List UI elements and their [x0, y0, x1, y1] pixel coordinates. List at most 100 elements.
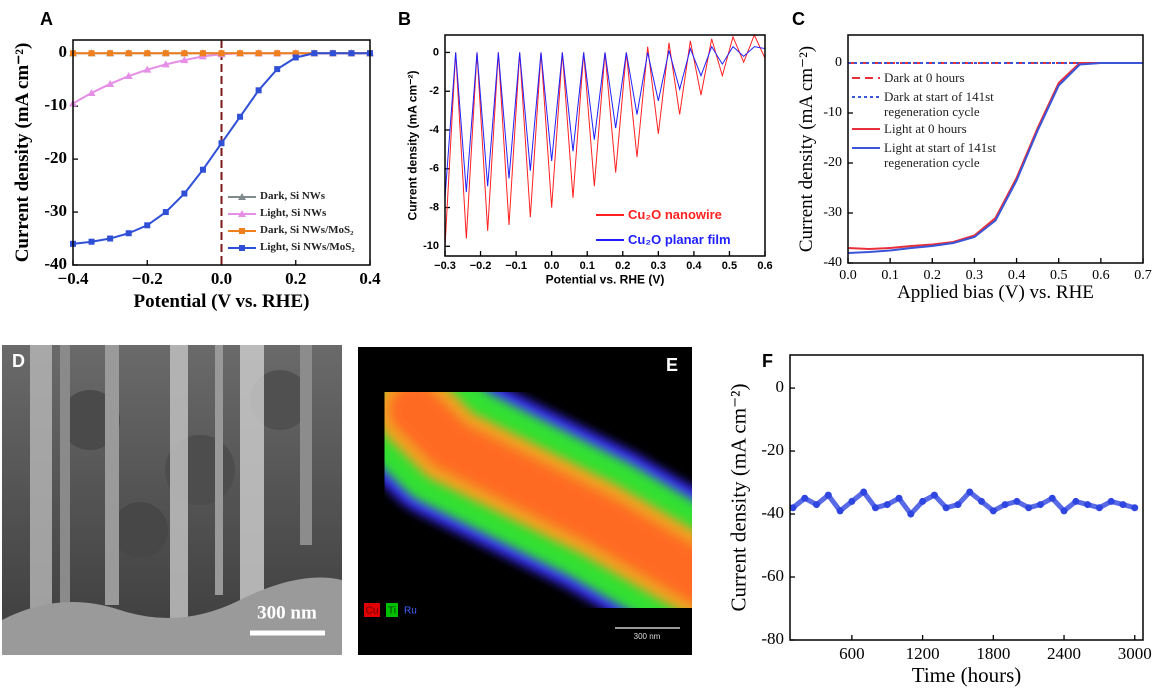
- panel-label: B: [398, 9, 411, 29]
- scale-bar-label: 300 nm: [634, 632, 661, 641]
- marker: [162, 50, 169, 57]
- marker: [144, 50, 151, 57]
- data-point: [907, 510, 915, 518]
- x-tick-label: 0.2: [924, 268, 942, 283]
- x-tick-label: 1200: [906, 644, 940, 663]
- x-axis-label: Applied bias (V) vs. RHE: [897, 282, 1094, 303]
- legend-swatch: [386, 603, 398, 617]
- marker: [255, 87, 262, 94]
- chart-panel: A −0.4 −0.2 0.0 0.2 0.4 0 -10 -20 -30 -40 Potential…: [12, 9, 381, 312]
- legend-entry: Light, Si NWs/MoS₂: [260, 241, 355, 253]
- x-tick-label: 0.1: [580, 260, 595, 272]
- data-point: [989, 507, 997, 515]
- legend-entry: Cu₂O nanowire: [628, 207, 722, 222]
- marker: [218, 50, 225, 57]
- legend-label: Light at start of 141st regeneration cyc…: [884, 140, 996, 170]
- x-axis-label: Time (hours): [912, 663, 1021, 687]
- x-tick-label: −0.2: [470, 260, 492, 272]
- marker: [125, 230, 132, 237]
- marker: [348, 50, 355, 57]
- legend-label: Dark, Si NWs: [260, 190, 326, 202]
- data-point: [860, 488, 868, 496]
- y-tick-label: -40: [823, 255, 842, 270]
- x-tick-label: −0.3: [434, 260, 456, 272]
- data-point: [1001, 501, 1009, 509]
- y-axis-label: Current density (mA cm⁻²): [405, 71, 419, 221]
- x-tick-label: 0.4: [359, 269, 381, 288]
- legend-label: Light, Si NWs/MoS₂: [260, 241, 355, 253]
- data-point: [978, 497, 986, 505]
- panel-label: F: [762, 351, 773, 371]
- data-point: [895, 494, 903, 502]
- data-point: [883, 501, 891, 509]
- y-tick-label: 0: [433, 46, 439, 58]
- scale-bar-label: 300 nm: [257, 602, 317, 623]
- legend-entry: Light at 0 hours: [884, 121, 967, 136]
- x-tick-label: 0.0: [211, 269, 232, 288]
- marker: [106, 79, 115, 87]
- marker: [329, 50, 336, 57]
- legend-swatch: [364, 603, 380, 617]
- data-point: [801, 494, 809, 502]
- x-tick-label: 0.7: [1134, 268, 1152, 283]
- marker: [239, 228, 245, 234]
- data-point: [1025, 504, 1033, 512]
- marker: [125, 50, 132, 57]
- y-axis-label: Current density (mA cm⁻²): [12, 43, 33, 263]
- x-tick-label: −0.1: [505, 260, 527, 272]
- data-point: [1095, 504, 1103, 512]
- plot-frame: [847, 34, 1144, 264]
- marker: [237, 50, 244, 57]
- marker: [181, 50, 188, 57]
- data-point: [848, 497, 856, 505]
- data-point: [836, 507, 844, 515]
- marker: [162, 209, 169, 216]
- y-tick-label: -30: [44, 201, 67, 220]
- marker: [88, 238, 95, 245]
- marker: [199, 50, 206, 57]
- data-trace: [791, 488, 1136, 518]
- x-tick-label: 1800: [976, 644, 1010, 663]
- marker: [218, 140, 225, 147]
- plot-frame: [72, 39, 371, 266]
- panel-label: E: [666, 355, 678, 375]
- y-tick-label: 0: [835, 55, 842, 70]
- data-line: [847, 62, 1143, 254]
- marker: [161, 60, 170, 68]
- x-axis-label: Potential (V vs. RHE): [134, 291, 310, 312]
- y-tick-label: -8: [429, 201, 439, 213]
- x-tick-label: 0.5: [722, 260, 737, 272]
- marker: [238, 210, 246, 217]
- y-tick-label: -80: [761, 629, 784, 648]
- y-axis-label: Current density (mA cm⁻²): [727, 384, 751, 612]
- y-tick-label: -10: [823, 105, 842, 120]
- legend-entry: Dark at start of 141st regeneration cycl…: [884, 89, 994, 119]
- data-point: [1084, 501, 1092, 509]
- data-point: [919, 497, 927, 505]
- data-point: [824, 491, 832, 499]
- y-tick-label: -40: [44, 254, 67, 273]
- x-tick-label: 0.1: [881, 268, 899, 283]
- marker: [124, 72, 133, 79]
- data-point: [1119, 501, 1127, 509]
- legend-label: Light, Si NWs: [260, 207, 327, 219]
- x-tick-label: 3000: [1118, 644, 1152, 663]
- x-tick-label: 0.4: [1008, 268, 1026, 283]
- data-point: [954, 501, 962, 509]
- x-tick-label: 0.2: [285, 269, 306, 288]
- y-tick-label: 0: [59, 42, 68, 61]
- x-tick-label: 0.2: [615, 260, 630, 272]
- x-tick-label: 0.5: [1050, 268, 1068, 283]
- marker: [180, 56, 189, 64]
- legend-label: Cu: [366, 606, 379, 617]
- marker: [87, 88, 96, 96]
- data-point: [1060, 507, 1068, 515]
- x-tick-label: −0.2: [132, 269, 163, 288]
- legend-label: Ru: [404, 606, 417, 617]
- x-tick-label: −0.4: [58, 269, 89, 288]
- plot-frame: [789, 354, 1144, 641]
- marker: [107, 50, 114, 57]
- y-axis-label: Current density (mA cm⁻²): [796, 46, 817, 252]
- marker: [199, 166, 206, 173]
- x-tick-label: 0.6: [1092, 268, 1110, 283]
